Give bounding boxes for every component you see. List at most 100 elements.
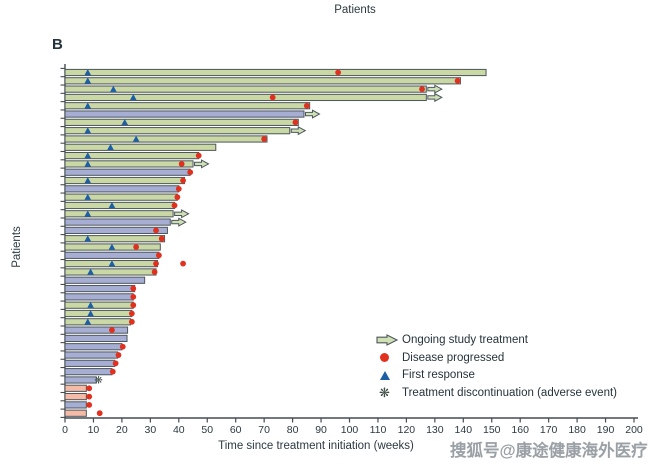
legend-item-first-response: First response: [376, 367, 617, 384]
patient-bar: [64, 392, 87, 401]
patient-bar: [64, 301, 134, 309]
patient-bar: [64, 135, 268, 143]
x-tick-label: 100: [341, 424, 359, 436]
response-triangle: [87, 310, 94, 317]
patient-bar: [64, 143, 217, 151]
progression-dot: [128, 310, 135, 317]
progression-dot: [130, 302, 137, 309]
patient-bar: [64, 110, 305, 118]
patient-bar: [64, 318, 131, 326]
progression-dot: [153, 260, 159, 267]
legend-item-discontinuation: ❋ Treatment discontinuation (adverse eve…: [376, 385, 617, 402]
patient-bar: [64, 359, 116, 367]
patient-bar: [64, 185, 180, 193]
legend-item-ongoing: Ongoing study treatment: [376, 332, 617, 349]
progression-dot: [195, 152, 202, 159]
progression-dot: [112, 360, 119, 367]
response-triangle: [132, 135, 140, 142]
ongoing-arrow: [171, 217, 187, 227]
progression-dot: [109, 368, 116, 375]
x-tick-label: 140: [455, 424, 473, 436]
x-tick-label: 90: [315, 424, 327, 436]
ongoing-arrow: [174, 209, 190, 219]
patient-bar: [64, 235, 166, 243]
patient-bar: [64, 334, 128, 343]
patient-bar: [64, 401, 87, 409]
legend-label: Ongoing study treatment: [402, 334, 528, 347]
progression-dot: [128, 318, 135, 325]
progression-dot: [269, 94, 276, 101]
response-triangle: [84, 235, 92, 242]
response-triangle: [108, 260, 116, 267]
patient-bar: [64, 409, 87, 417]
x-tick-label: 10: [88, 424, 100, 436]
progression-dot: [175, 185, 182, 192]
patient-bar: [64, 326, 129, 334]
patient-bar: [64, 118, 299, 126]
response-triangle: [84, 160, 92, 167]
progression-dot: [115, 352, 122, 358]
patient-bar: [64, 384, 87, 392]
response-triangle: [129, 94, 137, 101]
progression-dot: [119, 343, 126, 350]
chart-legend: Ongoing study treatment Disease progress…: [376, 332, 617, 401]
patient-bar: [64, 93, 427, 102]
patient-bar: [64, 193, 178, 201]
response-triangle: [84, 193, 92, 200]
x-tick-label: 190: [597, 424, 615, 436]
x-tick-label: 50: [201, 424, 213, 436]
disease-progressed-icon: [376, 353, 402, 363]
panel-label: B: [52, 36, 63, 53]
response-triangle: [107, 143, 114, 150]
ongoing-arrow: [427, 84, 443, 94]
top-axis-label: Patients: [334, 4, 376, 16]
response-triangle: [84, 210, 92, 217]
patient-bar: [64, 343, 123, 351]
ae-asterisk: ❋: [94, 376, 102, 387]
patient-bar: [64, 218, 171, 226]
progression-dot: [178, 161, 185, 167]
response-triangle: [108, 202, 116, 209]
progression-dot: [180, 177, 186, 184]
response-triangle: [108, 243, 116, 250]
legend-label: Treatment discontinuation (adverse event…: [402, 386, 617, 399]
x-tick-label: 70: [258, 424, 270, 436]
patient-bar: [64, 77, 461, 85]
progression-dot: [153, 227, 159, 234]
progression-dot: [155, 252, 162, 259]
progression-dot: [133, 244, 140, 250]
ongoing-arrow: [194, 159, 210, 169]
x-tick-label: 170: [540, 424, 558, 436]
response-triangle: [84, 69, 92, 76]
progression-dot: [86, 402, 93, 408]
patient-bar: [64, 284, 136, 293]
response-triangle: [121, 118, 129, 126]
progression-dot: [174, 194, 181, 201]
progression-dot: [335, 69, 342, 76]
progression-dot: [419, 86, 425, 93]
progression-dot: [454, 77, 461, 84]
patient-bar: [64, 68, 487, 77]
patient-bar: [64, 351, 119, 359]
response-triangle: [84, 152, 92, 159]
x-tick-label: 130: [426, 424, 444, 436]
progression-dot: [86, 393, 93, 400]
patient-bar: [64, 226, 168, 234]
progression-dot: [151, 269, 158, 275]
x-tick-label: 110: [370, 424, 387, 436]
response-triangle: [84, 318, 92, 325]
patient-bar: [64, 376, 97, 384]
legend-label: Disease progressed: [402, 351, 505, 364]
patient-bar: [64, 368, 113, 376]
patient-bar: [64, 85, 427, 93]
progression-dot: [261, 136, 268, 142]
progression-dot: [187, 169, 194, 176]
ongoing-arrow-icon: [376, 334, 402, 347]
patient-bar: [64, 268, 157, 276]
patient-bar: [64, 309, 133, 318]
response-triangle: [87, 268, 94, 275]
patient-bar: [64, 168, 191, 176]
progression-dot: [86, 385, 93, 392]
patient-bar: [64, 201, 176, 210]
